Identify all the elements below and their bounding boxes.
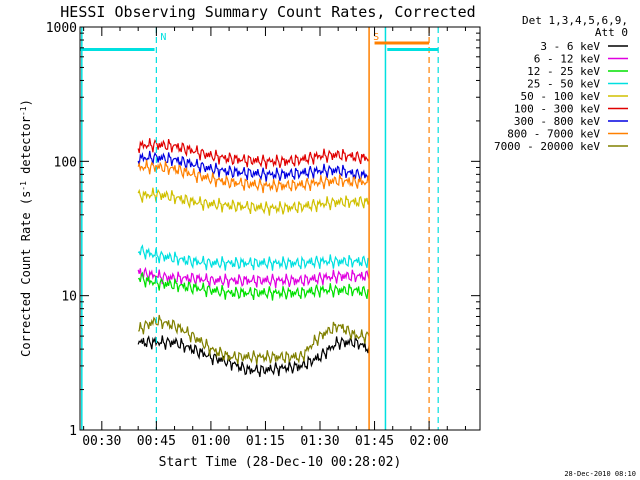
chart-title: HESSI Observing Summary Count Rates, Cor… [60,3,475,21]
y-tick-label: 1 [69,424,77,439]
legend-label: 300 - 800 keV [514,115,600,128]
series-line [137,271,370,301]
series-layer [137,138,370,378]
x-tick-label: 01:45 [355,434,394,449]
footer-timestamp: 28-Dec-2010 08:10 [564,470,636,478]
x-tick-label: 01:15 [246,434,285,449]
series-line [138,314,370,365]
legend-label: 3 - 6 keV [540,40,600,53]
legend-label: 25 - 50 keV [527,78,600,91]
x-tick-label: 00:45 [137,434,176,449]
tick-layer: 00:30 00:45 01:00 01:15 01:30 01:45 02:00 1 10 10… [46,21,480,449]
series-line [137,335,370,378]
legend-label: 50 - 100 keV [521,90,601,103]
series-line [137,187,370,216]
series-line [137,266,370,289]
series-line [137,244,370,271]
legend-header: Att 0 [595,26,628,39]
legend-label: 7000 - 20000 keV [494,140,600,153]
plot-frame [79,26,481,431]
legend-label: 100 - 300 keV [514,103,600,116]
y-tick-label: 1000 [46,21,77,36]
flag-label: N [160,32,166,43]
y-tick-label: 10 [61,290,77,305]
series-line [137,159,370,194]
y-axis-label: Corrected Count Rate (s-1 detector-1) [19,99,33,357]
x-tick-label: 02:00 [410,434,449,449]
x-tick-label: 01:00 [191,434,230,449]
legend-label: 12 - 25 keV [527,65,600,78]
series-line [137,150,370,183]
legend-label: 800 - 7000 keV [507,128,600,141]
legend-label: 6 - 12 keV [534,53,601,66]
legend-header: Det 1,3,4,5,6,9, [522,14,628,27]
x-axis-label: Start Time (28-Dec-10 00:28:02) [159,455,402,470]
x-tick-label: 00:30 [82,434,121,449]
series-line [137,138,370,170]
x-tick-label: 01:30 [300,434,339,449]
y-tick-label: 100 [54,155,77,170]
flag-label: S [373,32,379,43]
